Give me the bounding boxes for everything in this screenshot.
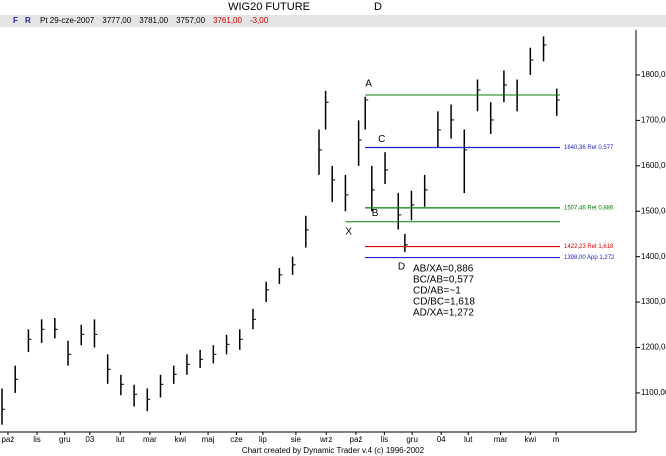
x-tick-label: maj (202, 435, 215, 444)
pattern-point: A (365, 79, 372, 90)
x-tick-label: paź (1, 435, 14, 444)
x-tick-label: 04 (437, 435, 446, 444)
x-tick-label: wrz (319, 435, 332, 444)
pattern-point: X (345, 226, 352, 237)
y-tick-label: 1200,00 (641, 343, 666, 352)
footer: Chart created by Dynamic Trader v.4 (c) … (242, 446, 425, 455)
chart-title: WIG20 FUTURE (228, 1, 310, 13)
y-tick-label: 1800,00 (641, 70, 666, 79)
button[interactable]: F (13, 16, 18, 25)
ratio-text: CD/AB=~1 (413, 286, 461, 297)
info-text: Pt 29-cze-2007 (40, 16, 95, 25)
info-text: 3777,00 (102, 16, 131, 25)
x-tick-label: gru (59, 435, 71, 444)
ratio-text: AB/XA=0,886 (413, 264, 474, 275)
ratio-text: BC/AB=0,577 (413, 275, 474, 286)
x-tick-label: lut (116, 435, 125, 444)
y-tick-label: 1700,00 (641, 116, 666, 125)
pattern-point: B (372, 208, 379, 219)
info-bar (0, 15, 666, 27)
y-tick-label: 1400,00 (641, 252, 666, 261)
x-tick-label: lis (381, 435, 389, 444)
x-tick-label: sie (291, 435, 302, 444)
ratio-text: AD/XA=1,272 (413, 308, 474, 319)
x-tick-label: lip (259, 435, 268, 444)
button[interactable]: R (25, 16, 31, 25)
info-text: 3757,00 (176, 16, 205, 25)
y-tick-label: 1500,00 (641, 206, 666, 215)
y-tick-label: 1300,00 (641, 297, 666, 306)
x-tick-label: mar (143, 435, 157, 444)
x-tick-label: gru (406, 435, 418, 444)
ratio-text: CD/BC=1,618 (413, 297, 475, 308)
x-tick-label: kwi (175, 435, 187, 444)
period: D (374, 1, 382, 13)
x-tick-label: kwi (525, 435, 537, 444)
pattern-point: C (378, 134, 385, 145)
info-text: 3761,00 (213, 16, 242, 25)
fib-label: 1422,23 Ret 1,618 (564, 244, 614, 250)
x-tick-label: lis (33, 435, 41, 444)
x-tick-label: lut (464, 435, 473, 444)
x-tick-label: m (553, 435, 560, 444)
x-tick-label: mar (494, 435, 508, 444)
info-text: 3781,00 (139, 16, 168, 25)
pattern-point: D (398, 261, 405, 272)
x-tick-label: paź (350, 435, 363, 444)
y-tick-label: 1600,00 (641, 161, 666, 170)
x-tick-label: 03 (85, 435, 94, 444)
fib-label: 1507,46 Ret 0,886 (564, 205, 614, 211)
x-tick-label: cze (230, 435, 243, 444)
info-text: -3,00 (250, 16, 269, 25)
y-tick-label: 1100,00 (641, 388, 666, 397)
fib-label: 1640,36 Ret 0,577 (564, 145, 614, 151)
fib-label: 1398,00 App 1,272 (564, 255, 615, 261)
